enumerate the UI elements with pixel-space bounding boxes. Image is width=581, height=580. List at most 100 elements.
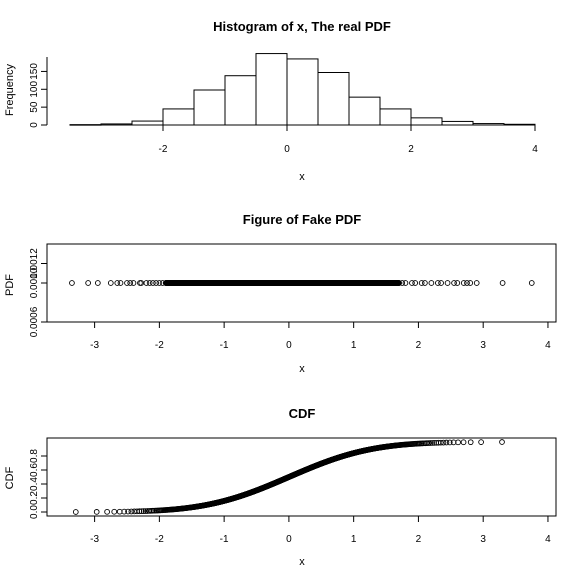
- cdf-point: [425, 440, 432, 446]
- cdf-point: [72, 509, 79, 515]
- fake-pdf-point: [438, 280, 444, 286]
- fake-pdf-x-ticks: -3 -2 -1 0 1 2 3 4: [90, 322, 551, 351]
- cdf-point: [104, 508, 110, 515]
- fake-pdf-point: [428, 280, 435, 286]
- fake-pdf-point: [127, 280, 134, 286]
- cdf-point: [467, 439, 474, 446]
- fake-pdf-point: [409, 280, 415, 286]
- fake-pdf-point: [107, 280, 114, 286]
- fake-pdf-point: [444, 280, 451, 286]
- fake-pdf-point: [114, 280, 121, 286]
- histogram-bar: [348, 96, 381, 126]
- histogram-title: Histogram of x, The real PDF: [213, 19, 391, 34]
- cdf-y-tick-label: 0.2: [29, 491, 40, 505]
- cdf-y-tick-label: 0.0: [29, 505, 40, 519]
- histogram-bar: [69, 124, 102, 126]
- histogram-y-tick-label: 100: [29, 81, 40, 98]
- cdf-x-tick-label: 0: [286, 534, 292, 545]
- cdf-y-tick-label: 0.4: [29, 477, 40, 491]
- histogram-bar: [410, 117, 443, 126]
- histogram-y-label: Frequency: [4, 64, 16, 116]
- histogram-bar: [286, 58, 319, 126]
- fake-pdf-point: [150, 280, 156, 286]
- cdf-point: [429, 440, 435, 446]
- fake-pdf-point: [418, 280, 425, 286]
- fake-pdf-y-label: PDF: [4, 274, 16, 296]
- histogram-bar: [100, 123, 133, 126]
- cdf-x-tick-label: -1: [220, 534, 229, 545]
- histogram-bar: [255, 53, 288, 126]
- histogram-bars: [69, 53, 536, 126]
- fake-pdf-point: [454, 280, 461, 286]
- cdf-point: [460, 439, 467, 446]
- fake-pdf-x-tick-label: 1: [351, 340, 357, 351]
- histogram-x-tick-label: -2: [159, 144, 168, 155]
- histogram-y-tick-label: 50: [29, 101, 40, 113]
- fake-pdf-point: [146, 280, 153, 286]
- histogram-x-ticks: -2 0 2 4: [159, 125, 538, 155]
- fake-pdf-x-tick-label: 2: [416, 340, 422, 351]
- cdf-y-tick-label: 0.6: [29, 463, 40, 477]
- fake-pdf-point: [85, 280, 91, 286]
- fake-pdf-x-tick-label: -3: [90, 340, 99, 351]
- fake-pdf-point: [130, 280, 137, 286]
- cdf-point: [136, 508, 143, 515]
- histogram-panel: Histogram of x, The real PDF -2 0 2 4 0 50 10…: [4, 19, 538, 183]
- cdf-y-label: CDF: [4, 466, 16, 489]
- cdf-point: [125, 508, 131, 515]
- histogram-bar: [379, 108, 412, 126]
- fake-pdf-point: [435, 280, 441, 286]
- cdf-x-tick-label: -2: [155, 534, 164, 545]
- cdf-point: [427, 440, 434, 446]
- cdf-point: [446, 439, 453, 446]
- cdf-point: [443, 439, 450, 446]
- fake-pdf-x-tick-label: -1: [220, 340, 229, 351]
- cdf-point: [499, 439, 505, 445]
- fake-pdf-point: [396, 280, 402, 286]
- fake-pdf-points: [69, 280, 535, 286]
- fake-pdf-point: [451, 280, 457, 286]
- fake-pdf-point: [422, 280, 428, 286]
- cdf-x-tick-label: -3: [90, 534, 99, 545]
- fake-pdf-panel: Figure of Fake PDF -3 -2 -1 0 1 2 3 4 0.00060.0…: [4, 212, 557, 375]
- cdf-point: [437, 439, 444, 446]
- histogram-bar: [162, 108, 195, 126]
- cdf-title: CDF: [289, 406, 316, 421]
- cdf-x-tick-label: 3: [480, 534, 486, 545]
- fake-pdf-point: [153, 280, 159, 286]
- fake-pdf-point: [402, 280, 409, 286]
- cdf-x-tick-label: 4: [545, 534, 551, 545]
- fake-pdf-x-tick-label: 4: [545, 340, 551, 351]
- fake-pdf-point: [473, 280, 480, 286]
- histogram-bar: [317, 72, 350, 126]
- cdf-point: [121, 508, 128, 515]
- histogram-bar: [193, 89, 226, 126]
- fake-pdf-point: [117, 280, 124, 286]
- cdf-point: [138, 508, 145, 515]
- histogram-bar: [224, 75, 257, 126]
- histogram-x-label: x: [299, 171, 305, 183]
- fake-pdf-y-tick-label: 0.0012: [29, 248, 40, 279]
- fake-pdf-y-tick-label: 0.0006: [29, 306, 40, 337]
- cdf-x-tick-label: 1: [351, 534, 357, 545]
- histogram-y-tick-label: 150: [29, 63, 40, 80]
- cdf-y-ticks: 0.00.20.40.60.8: [29, 449, 47, 519]
- cdf-panel: CDF -3 -2 -1 0 1 2 3 4 0.00.20.40.60.8 x CDF: [4, 406, 557, 568]
- fake-pdf-y-tick-label: 0.0010: [29, 267, 40, 298]
- cdf-point: [440, 439, 447, 446]
- fake-pdf-point: [464, 280, 470, 286]
- fake-pdf-point: [143, 280, 150, 286]
- cdf-plot-box: [46, 437, 557, 517]
- cdf-point: [128, 508, 135, 515]
- histogram-x-tick-label: 0: [284, 144, 290, 155]
- fake-pdf-point: [499, 280, 506, 286]
- fake-pdf-point: [69, 280, 75, 286]
- cdf-point: [431, 440, 437, 446]
- fake-pdf-x-tick-label: -2: [155, 340, 164, 351]
- cdf-point: [111, 508, 118, 515]
- fake-pdf-point: [124, 280, 130, 286]
- histogram-x-tick-label: 4: [532, 144, 538, 155]
